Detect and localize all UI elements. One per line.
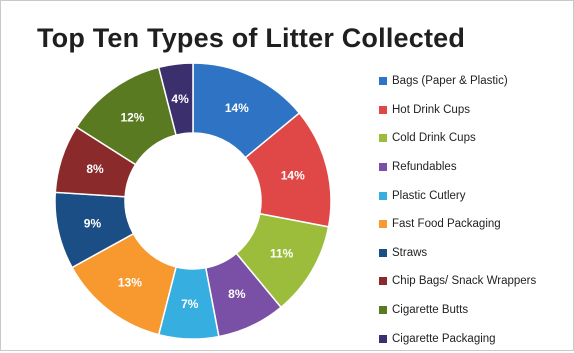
slice-label-fast-food-packaging: 13% (118, 275, 142, 289)
legend-label: Cold Drink Cups (392, 132, 476, 145)
legend-swatch (379, 163, 387, 172)
legend-swatch (379, 77, 387, 86)
slice-label-hot-drink-cups: 14% (281, 168, 305, 182)
legend-label: Fast Food Packaging (392, 218, 501, 231)
legend-label: Chip Bags/ Snack Wrappers (392, 275, 537, 288)
legend-swatch (379, 134, 387, 143)
legend-swatch (379, 105, 387, 114)
legend-item-fast-food-packaging: Fast Food Packaging (379, 210, 569, 239)
slice-label-refundables: 8% (228, 287, 246, 301)
legend-item-cold-drink-cups: Cold Drink Cups (379, 124, 569, 153)
legend-swatch (379, 306, 387, 315)
slice-cigarette-packaging (157, 62, 194, 137)
legend-swatch (379, 220, 387, 229)
slice-label-cigarette-packaging: 4% (171, 92, 189, 106)
legend-swatch (379, 334, 387, 343)
chart-legend: Bags (Paper & Plastic) Hot Drink Cups Cold… (379, 67, 569, 353)
legend-swatch (379, 191, 387, 200)
legend-swatch (379, 248, 387, 257)
legend-swatch (379, 277, 387, 286)
legend-item-bags-paper-plastic: Bags (Paper & Plastic) (379, 67, 569, 96)
legend-item-refundables: Refundables (379, 153, 569, 182)
legend-label: Bags (Paper & Plastic) (392, 75, 508, 88)
slice-label-cigarette-butts: 12% (120, 111, 144, 125)
legend-label: Hot Drink Cups (392, 103, 470, 116)
legend-item-straws: Straws (379, 239, 569, 268)
slice-label-bags-paper-plastic: 14% (225, 101, 249, 115)
legend-label: Cigarette Butts (392, 304, 469, 317)
slice-label-plastic-cutlery: 7% (181, 297, 199, 311)
legend-item-cigarette-butts: Cigarette Butts (379, 296, 569, 325)
slice-label-cold-drink-cups: 11% (270, 246, 294, 260)
legend-item-chip-bags-snack-wrappers: Chip Bags/ Snack Wrappers (379, 267, 569, 296)
legend-label: Refundables (392, 161, 457, 174)
slice-label-chip-bags-snack-wrappers: 8% (86, 162, 104, 176)
chart-title: Top Ten Types of Litter Collected (36, 23, 466, 53)
slice-label-straws: 9% (84, 216, 102, 230)
legend-label: Plastic Cutlery (392, 189, 466, 202)
legend-label: Cigarette Packaging (392, 332, 496, 345)
legend-label: Straws (392, 246, 428, 259)
legend-item-plastic-cutlery: Plastic Cutlery (379, 181, 569, 210)
legend-item-hot-drink-cups: Hot Drink Cups (379, 96, 569, 125)
legend-item-cigarette-packaging: Cigarette Packaging (379, 324, 569, 353)
